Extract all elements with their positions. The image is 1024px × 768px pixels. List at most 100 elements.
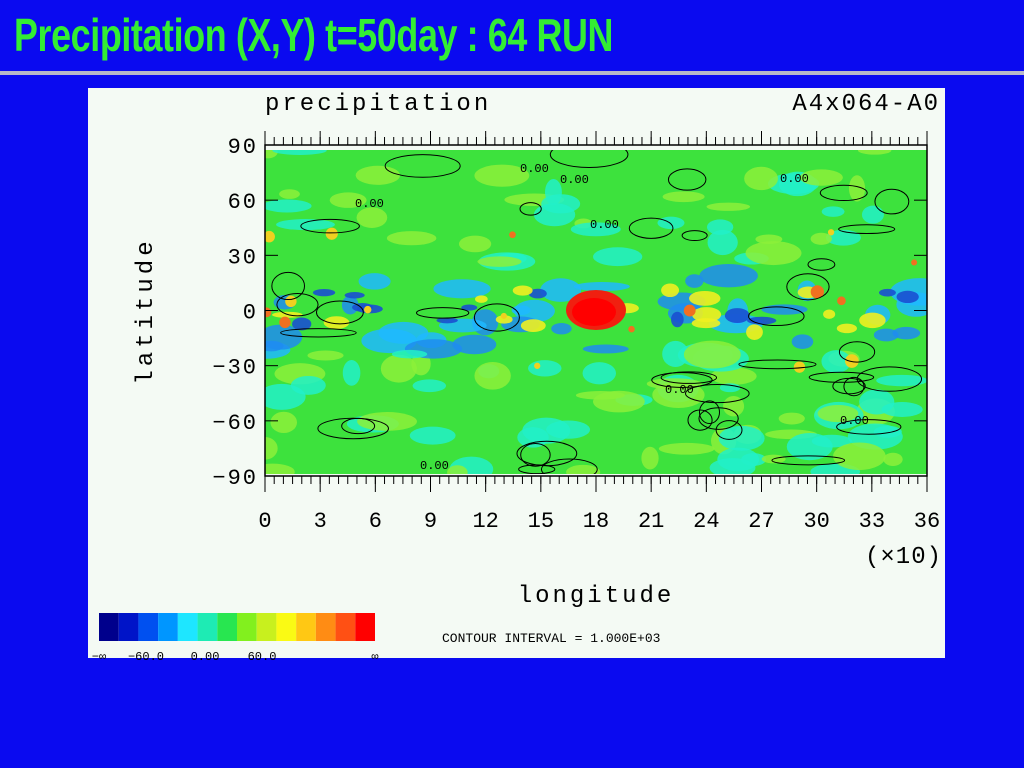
field-blob xyxy=(837,296,846,306)
field-blob xyxy=(265,437,278,460)
field-blob xyxy=(791,334,814,349)
contour xyxy=(715,420,743,440)
contour xyxy=(276,292,319,317)
field-blob xyxy=(707,229,738,256)
contour xyxy=(549,150,629,169)
field-blob xyxy=(509,231,516,239)
field-blob xyxy=(325,227,338,240)
field-blob xyxy=(265,324,303,350)
contour xyxy=(518,464,556,474)
y-tick-label: −30 xyxy=(212,356,258,381)
colorbar-label: −∞ xyxy=(92,650,106,664)
x-tick-label: 9 xyxy=(424,509,437,534)
field-blob xyxy=(691,318,721,329)
field-blob xyxy=(646,378,702,390)
field-blob xyxy=(892,326,921,340)
field-blob xyxy=(409,426,456,445)
colorbar-cell xyxy=(118,613,139,641)
contour xyxy=(271,271,306,301)
contour-label: 0.00 xyxy=(560,173,589,187)
x-axis-label: longitude xyxy=(518,583,675,610)
colorbar-label: −60.0 xyxy=(128,650,164,664)
field-blob xyxy=(436,317,458,324)
colorbar-label: 0.00 xyxy=(191,650,220,664)
field-blob xyxy=(513,299,555,323)
contour xyxy=(808,371,875,383)
field-blob xyxy=(500,312,507,319)
field-blob xyxy=(744,166,778,191)
field-blob xyxy=(821,206,845,217)
field-blob xyxy=(662,191,705,203)
field-blob xyxy=(662,340,689,368)
field-blob xyxy=(386,231,437,246)
contour xyxy=(473,303,520,332)
field-blob xyxy=(380,354,417,383)
field-blob xyxy=(861,205,884,224)
y-tick-label: 90 xyxy=(228,135,258,160)
field-blob xyxy=(270,411,298,434)
field-blob xyxy=(582,362,617,385)
field-blob xyxy=(412,379,447,393)
colorbar-cell xyxy=(138,613,159,641)
field-blob xyxy=(836,323,857,334)
field-blob xyxy=(312,289,336,297)
y-tick-label: 60 xyxy=(228,190,258,215)
contour xyxy=(540,458,598,474)
field-blob xyxy=(433,279,491,299)
x-tick-label: 30 xyxy=(803,509,829,534)
field-blob xyxy=(881,402,923,417)
x-tick-label: 27 xyxy=(748,509,774,534)
plot-title: precipitation xyxy=(265,91,491,118)
field-blob xyxy=(873,425,902,438)
field-blob xyxy=(896,290,919,304)
field-blob xyxy=(265,307,272,318)
field-blob xyxy=(823,309,836,319)
x-tick-label: 3 xyxy=(314,509,327,534)
contour xyxy=(874,188,910,215)
contour xyxy=(807,258,836,271)
field-blob xyxy=(276,219,335,231)
field-blob xyxy=(810,232,832,245)
contour xyxy=(838,341,876,363)
contour-label: 0.00 xyxy=(420,459,449,473)
field-blob xyxy=(873,328,899,342)
contour xyxy=(341,417,376,435)
field-blob xyxy=(477,256,522,267)
contour xyxy=(836,419,902,435)
contour-note: CONTOUR INTERVAL = 1.000E+03 xyxy=(442,631,660,646)
field-blob xyxy=(593,390,645,413)
field-blob xyxy=(363,305,372,314)
field-blob xyxy=(671,311,684,328)
contour xyxy=(384,154,461,178)
y-tick-label: 0 xyxy=(243,301,258,326)
field-blob xyxy=(452,334,497,355)
colorbar-cell xyxy=(99,613,119,641)
field-blob xyxy=(778,412,805,425)
contour xyxy=(738,359,817,370)
field-blob xyxy=(747,316,777,325)
y-tick-label: −90 xyxy=(212,466,258,491)
field-blob xyxy=(593,247,643,267)
colorbar-cell xyxy=(276,613,297,641)
field-blob xyxy=(540,278,582,302)
contour-label: 0.00 xyxy=(520,162,549,176)
field-blob xyxy=(265,230,275,243)
field-blob xyxy=(827,229,835,236)
contour xyxy=(819,184,868,202)
contour xyxy=(415,307,470,319)
field-blob xyxy=(447,465,468,474)
field-blob xyxy=(307,350,344,361)
field-blob xyxy=(474,164,530,187)
field-blob xyxy=(821,350,851,373)
field-blob xyxy=(709,458,756,474)
field-blob xyxy=(520,319,546,333)
field-blob xyxy=(265,199,312,213)
field-blob xyxy=(544,178,562,206)
colorbar-label: ∞ xyxy=(371,650,378,664)
field-blob xyxy=(746,324,763,340)
field-blob xyxy=(566,464,601,474)
contour xyxy=(786,273,830,301)
field-blob xyxy=(357,412,417,431)
field-blob xyxy=(329,192,367,208)
